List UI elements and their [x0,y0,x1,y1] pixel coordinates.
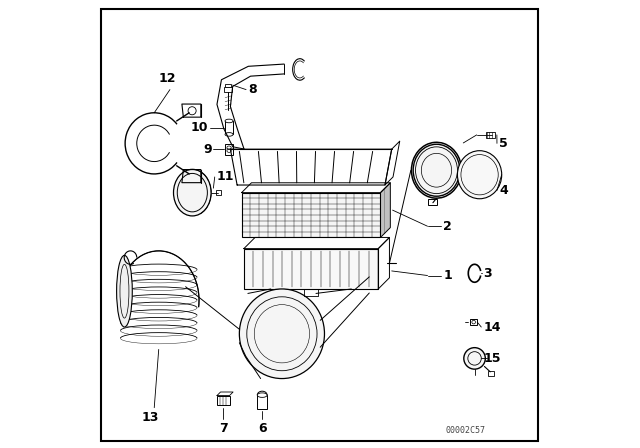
Text: 14: 14 [484,320,501,334]
Bar [242,193,380,237]
Text: 2: 2 [443,220,452,233]
Text: 3: 3 [484,267,492,280]
Text: 8: 8 [248,83,257,96]
Text: 9: 9 [203,142,212,156]
Bar [225,121,233,134]
Ellipse shape [239,289,324,379]
Bar [257,395,267,409]
Text: 13: 13 [141,411,159,424]
Bar [225,144,233,155]
Bar [470,319,477,325]
Bar [428,199,437,205]
Text: 4: 4 [499,184,508,197]
Text: 11: 11 [217,170,234,184]
Text: 15: 15 [484,352,501,365]
Ellipse shape [257,393,267,397]
Bar [217,396,230,405]
Bar [244,249,378,289]
Text: 6: 6 [258,422,266,435]
Bar [488,371,494,376]
Text: 1: 1 [443,269,452,282]
Bar [224,87,232,92]
Bar [486,132,495,138]
Ellipse shape [464,348,485,369]
Text: 10: 10 [191,121,208,134]
Ellipse shape [173,169,211,216]
Text: 12: 12 [159,72,177,85]
Bar [216,190,221,195]
Ellipse shape [116,255,132,327]
Ellipse shape [458,151,502,199]
Ellipse shape [413,144,460,196]
Text: 5: 5 [499,137,508,150]
Ellipse shape [225,133,233,136]
Bar [225,84,231,87]
Ellipse shape [225,119,233,123]
Text: 00002C57: 00002C57 [445,426,486,435]
Text: 7: 7 [219,422,228,435]
